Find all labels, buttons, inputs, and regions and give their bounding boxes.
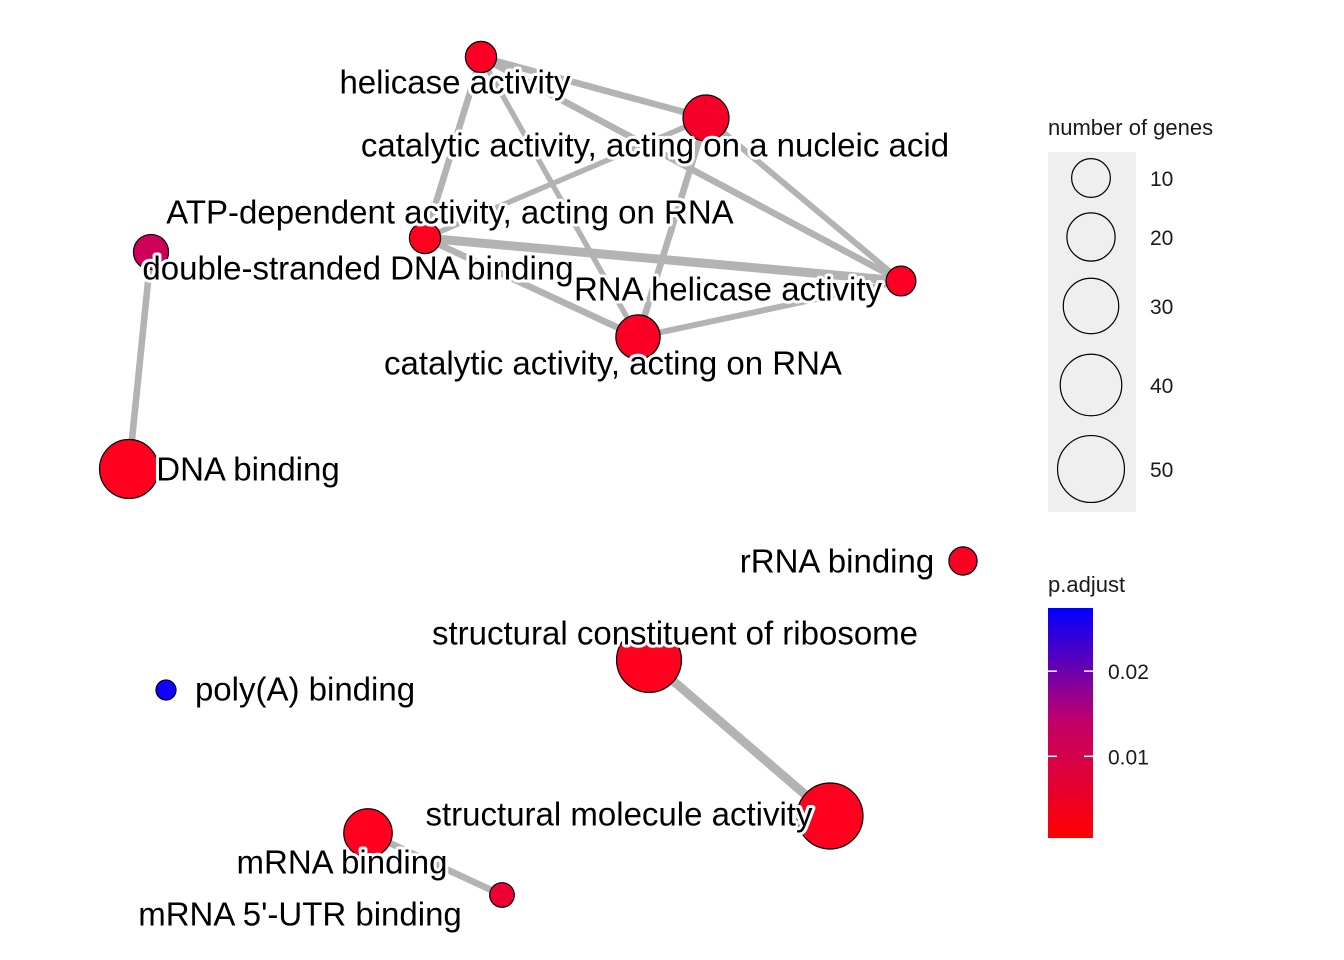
node-label-atp_dependent: ATP-dependent activity, acting on RNA xyxy=(166,194,733,231)
edge-catalytic_nucleic-rna_helicase xyxy=(704,115,903,284)
size-legend-label: 50 xyxy=(1150,459,1173,482)
node-catalytic_rna[interactable] xyxy=(615,314,661,360)
node-rna_helicase[interactable] xyxy=(885,265,917,297)
node-ribosome[interactable] xyxy=(615,626,683,694)
node-rrna[interactable] xyxy=(948,546,978,576)
color-legend: p.adjust 0.02 0.01 xyxy=(1048,572,1149,838)
node-label-dsDNA: double-stranded DNA binding xyxy=(142,250,573,287)
size-legend-label: 10 xyxy=(1150,168,1173,191)
color-legend-ticks: 0.02 0.01 xyxy=(1048,661,1149,769)
edge-atp_dependent-rna_helicase xyxy=(424,233,902,286)
size-legend-circle xyxy=(1056,434,1126,504)
size-legend-label: 30 xyxy=(1150,296,1173,319)
node-label-mrna: mRNA binding xyxy=(237,844,448,881)
size-legend-circle xyxy=(1059,353,1123,417)
node-label-rna_helicase: RNA helicase activity xyxy=(574,271,883,308)
node-polyA[interactable] xyxy=(155,679,177,701)
node-structural[interactable] xyxy=(796,782,864,850)
size-legend-circle xyxy=(1071,158,1111,198)
node-label-rrna: rRNA binding xyxy=(740,543,934,580)
node-label-structural: structural molecule activity xyxy=(426,796,813,833)
edge-helicase-atp_dependent xyxy=(421,56,485,239)
edge-atp_dependent-catalytic_rna xyxy=(423,235,640,340)
node-dna_binding[interactable] xyxy=(98,438,160,500)
edge-helicase-catalytic_nucleic xyxy=(480,53,707,122)
size-legend-title: number of genes xyxy=(1048,115,1213,140)
size-legend-circle xyxy=(1066,212,1116,262)
size-legend-circle xyxy=(1062,277,1120,335)
edge-helicase-catalytic_rna xyxy=(478,55,641,339)
color-legend-tick-label: 0.02 xyxy=(1108,661,1149,684)
node-label-dna_binding: DNA binding xyxy=(156,451,339,488)
edge-ribosome-structural xyxy=(646,656,833,820)
edge-catalytic_rna-rna_helicase xyxy=(637,278,902,340)
node-label-catalytic_rna: catalytic activity, acting on RNA xyxy=(384,345,842,382)
node-label-polyA: poly(A) binding xyxy=(195,671,415,708)
network-edges xyxy=(125,53,903,898)
size-legend-items: 10 20 30 40 50 xyxy=(1056,158,1173,504)
size-legend-label: 20 xyxy=(1150,227,1173,250)
node-label-catalytic_nucleic: catalytic activity, acting on a nucleic … xyxy=(361,127,949,164)
node-label-ribosome: structural constituent of ribosome xyxy=(432,615,918,652)
color-legend-title: p.adjust xyxy=(1048,572,1125,597)
node-dsDNA[interactable] xyxy=(132,233,170,271)
node-helicase[interactable] xyxy=(464,40,498,74)
size-legend: number of genes 10 20 30 40 50 xyxy=(1048,115,1213,512)
node-mrna[interactable] xyxy=(343,808,393,858)
network-labels: helicase activity catalytic activity, act… xyxy=(135,61,952,936)
color-legend-bar xyxy=(1048,608,1093,838)
color-legend-tick-label: 0.01 xyxy=(1108,746,1149,769)
node-catalytic_nucleic[interactable] xyxy=(682,94,730,142)
node-atp_dependent[interactable] xyxy=(408,221,442,255)
edge-catalytic_nucleic-atp_dependent xyxy=(423,115,708,241)
node-label-mrna_utr: mRNA 5'-UTR binding xyxy=(138,896,462,933)
edge-dsDNA-dna_binding xyxy=(125,251,155,470)
network-nodes xyxy=(98,40,978,908)
node-label-helicase: helicase activity xyxy=(339,64,571,101)
size-legend-label: 40 xyxy=(1150,375,1173,398)
node-mrna_utr[interactable] xyxy=(489,882,515,908)
edge-catalytic_nucleic-catalytic_rna xyxy=(634,117,710,338)
